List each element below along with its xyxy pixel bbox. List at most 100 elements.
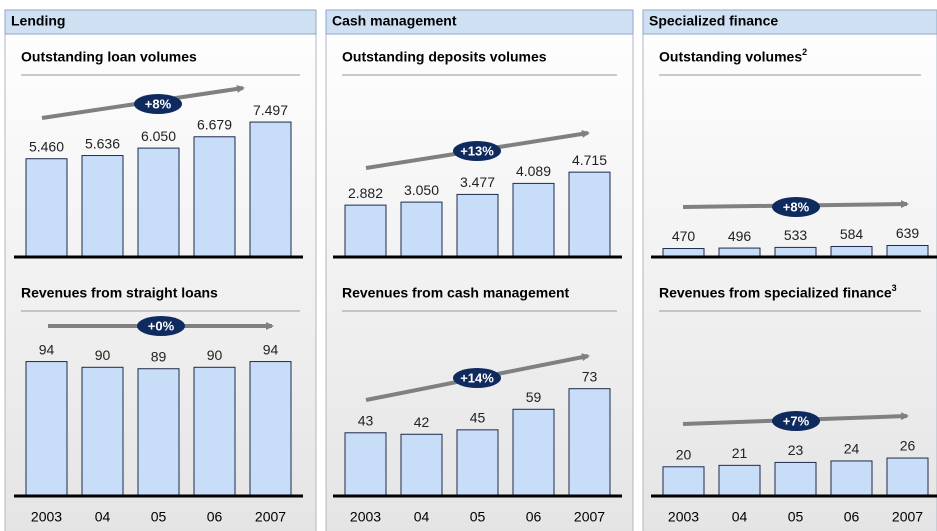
footnote-mark: 3 <box>892 283 897 293</box>
data-label: 5.636 <box>85 135 120 151</box>
data-label: 21 <box>732 445 748 461</box>
growth-label: +7% <box>783 413 810 428</box>
data-label: 26 <box>900 438 916 454</box>
data-label: 584 <box>840 226 864 242</box>
x-tick-label: 2003 <box>668 509 699 525</box>
bar <box>718 464 761 497</box>
data-label: 5.460 <box>29 138 64 154</box>
x-tick-label: 2007 <box>574 509 605 525</box>
data-label: 6.679 <box>197 116 232 132</box>
x-tick-label: 2003 <box>350 509 381 525</box>
x-tick-label: 04 <box>95 509 111 525</box>
growth-label: +0% <box>148 318 175 333</box>
data-label: 94 <box>263 341 279 357</box>
x-tick-label: 06 <box>207 509 223 525</box>
data-label: 23 <box>788 442 804 458</box>
data-label: 94 <box>39 341 55 357</box>
bar <box>137 368 180 497</box>
data-label: 3.050 <box>404 182 439 198</box>
chart-title: Outstanding volumes2 <box>659 47 807 64</box>
panel <box>642 9 937 531</box>
x-tick-label: 04 <box>414 509 430 525</box>
panel-header <box>325 9 634 35</box>
data-label: 45 <box>470 410 486 426</box>
bar <box>81 366 124 497</box>
growth-badge <box>453 141 501 161</box>
growth-label: +8% <box>783 199 810 214</box>
data-label: 90 <box>207 347 223 363</box>
data-label: 59 <box>526 389 542 405</box>
x-tick-label: 2007 <box>892 509 923 525</box>
data-label: 90 <box>95 347 111 363</box>
bar <box>249 121 292 258</box>
data-label: 43 <box>358 412 374 428</box>
growth-label: +8% <box>145 96 172 111</box>
x-tick-label: 2003 <box>31 509 62 525</box>
bar <box>886 457 929 497</box>
panel-header <box>642 9 937 35</box>
x-tick-label: 04 <box>732 509 748 525</box>
data-label: 24 <box>844 441 860 457</box>
data-label: 2.882 <box>348 185 383 201</box>
growth-badge <box>453 368 501 388</box>
x-tick-label: 05 <box>470 509 486 525</box>
data-label: 3.477 <box>460 174 495 190</box>
bar <box>886 244 929 258</box>
bar <box>830 245 873 258</box>
x-tick-label: 2007 <box>255 509 286 525</box>
bar <box>512 182 555 258</box>
bar <box>456 193 499 258</box>
growth-label: +14% <box>460 370 494 385</box>
data-label: 496 <box>728 228 752 244</box>
bar <box>456 429 499 497</box>
bar <box>400 201 443 258</box>
bar <box>568 388 611 497</box>
bar <box>512 408 555 497</box>
bar <box>25 158 68 258</box>
data-label: 20 <box>676 447 692 463</box>
bar <box>774 461 817 497</box>
x-tick-label: 05 <box>151 509 167 525</box>
bar <box>81 155 124 258</box>
chart-title: Outstanding deposits volumes <box>342 49 547 65</box>
x-tick-label: 05 <box>788 509 804 525</box>
data-label: 6.050 <box>141 128 176 144</box>
bar <box>249 361 292 497</box>
chart-title: Revenues from specialized finance3 <box>659 283 897 300</box>
section-title: Cash management <box>332 13 457 29</box>
bar <box>344 204 387 258</box>
data-label: 42 <box>414 414 430 430</box>
data-label: 4.715 <box>572 152 607 168</box>
chart-title: Outstanding loan volumes <box>21 49 197 65</box>
data-label: 533 <box>784 227 808 243</box>
x-tick-label: 06 <box>526 509 542 525</box>
bar <box>25 361 68 497</box>
x-tick-label: 06 <box>844 509 860 525</box>
chart-title: Revenues from straight loans <box>21 285 218 301</box>
section-title: Specialized finance <box>649 13 778 29</box>
bar <box>830 460 873 497</box>
bar <box>193 136 236 258</box>
data-label: 4.089 <box>516 163 551 179</box>
bar <box>344 432 387 497</box>
data-label: 470 <box>672 228 696 244</box>
footnote-mark: 2 <box>802 47 807 57</box>
section-title: Lending <box>11 13 65 29</box>
panel-header <box>4 9 317 35</box>
data-label: 73 <box>582 368 598 384</box>
growth-badge <box>137 316 185 336</box>
data-label: 7.497 <box>253 102 288 118</box>
chart-title: Revenues from cash management <box>342 285 570 301</box>
growth-badge <box>772 197 820 217</box>
bar <box>568 171 611 258</box>
bar <box>137 147 180 258</box>
data-label: 89 <box>151 348 167 364</box>
growth-badge <box>772 411 820 431</box>
growth-label: +13% <box>460 143 494 158</box>
bar <box>400 433 443 497</box>
bar <box>193 366 236 497</box>
data-label: 639 <box>896 225 920 241</box>
bar <box>662 466 705 497</box>
growth-badge <box>134 94 182 114</box>
